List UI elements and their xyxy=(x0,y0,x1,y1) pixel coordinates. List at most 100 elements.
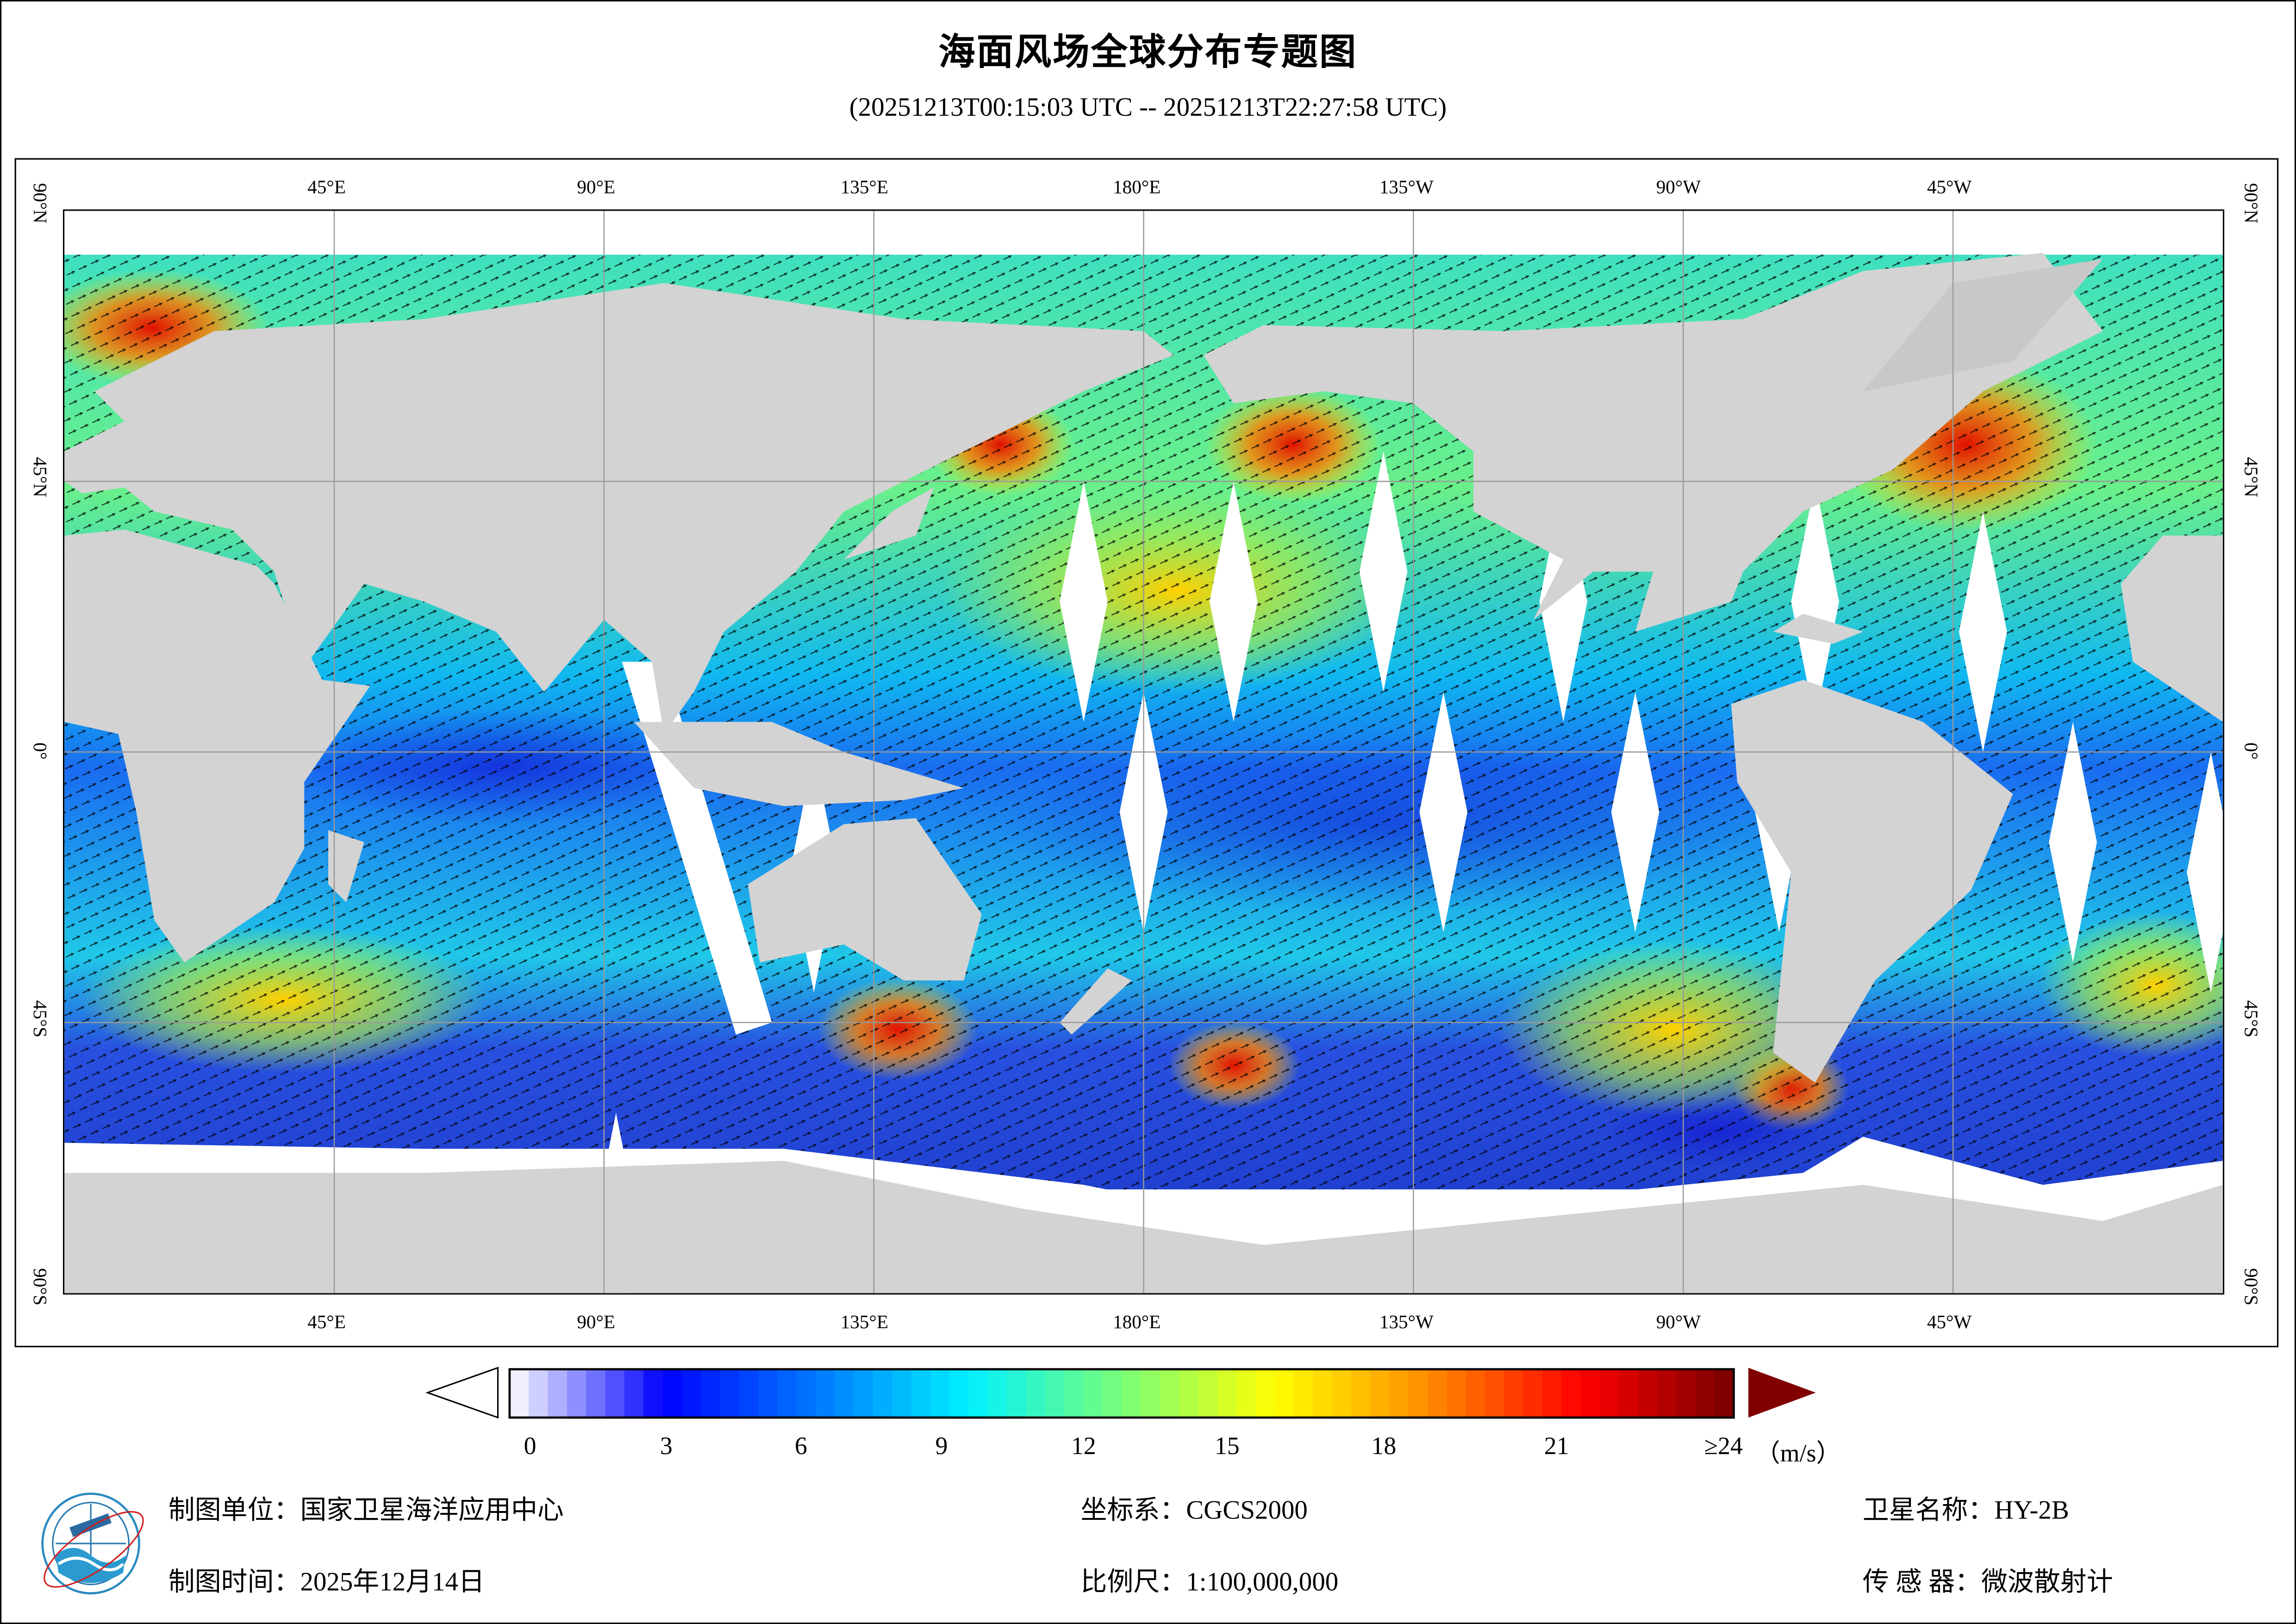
colorbar-tick: ≥24 xyxy=(1704,1432,1743,1460)
lon-label-top: 135°E xyxy=(840,175,888,198)
colorbar-step xyxy=(720,1369,740,1418)
lat-label-left: 90°S xyxy=(29,1268,51,1305)
colorbar-step xyxy=(1523,1369,1543,1418)
colorbar-step xyxy=(1715,1369,1734,1418)
land-eurasia xyxy=(64,283,1174,734)
colorbar-step xyxy=(1026,1369,1046,1418)
colorbar-step xyxy=(796,1369,817,1418)
colorbar-step xyxy=(529,1369,549,1418)
colorbar-step xyxy=(1102,1369,1123,1418)
lon-label-top: 180°E xyxy=(1113,175,1161,198)
colorbar-step xyxy=(892,1369,912,1418)
mapping-unit: 制图单位：国家卫星海洋应用中心 xyxy=(168,1495,564,1524)
land-madagascar xyxy=(328,830,364,903)
colorbar-step xyxy=(1007,1369,1027,1418)
coordinate-system: 坐标系：CGCS2000 xyxy=(1080,1495,1308,1524)
colorbar-step xyxy=(1255,1369,1276,1418)
colorbar-step xyxy=(854,1369,874,1418)
land-south-america xyxy=(1731,680,2013,1083)
colorbar-step xyxy=(662,1369,683,1418)
colorbar-unit: （m/s） xyxy=(1755,1439,1841,1468)
colorbar-step xyxy=(1695,1369,1716,1418)
colorbar-step xyxy=(1045,1369,1065,1418)
colorbar-outline xyxy=(508,1368,1735,1419)
colorbar-step xyxy=(873,1369,893,1418)
land-africa xyxy=(2121,535,2223,722)
colorbar-step xyxy=(605,1369,625,1418)
colorbar-step xyxy=(739,1369,759,1418)
land-australia xyxy=(748,818,982,981)
satellite-name: 卫星名称：HY-2B xyxy=(1862,1495,2069,1524)
colorbar-step xyxy=(1351,1369,1371,1418)
colorbar-tick: 0 xyxy=(524,1432,537,1460)
graticule xyxy=(64,211,2223,1293)
colorbar-step xyxy=(1332,1369,1352,1418)
colorbar-step xyxy=(835,1369,855,1418)
colorbar-step xyxy=(1504,1369,1524,1418)
colorbar-step xyxy=(1428,1369,1448,1418)
land-caribbean xyxy=(1773,613,1863,644)
colorbar-step xyxy=(643,1369,663,1418)
colorbar-step xyxy=(777,1369,798,1418)
colorbar-tick: 18 xyxy=(1371,1432,1397,1460)
lat-label-left: 45°S xyxy=(29,1000,51,1038)
land-greenland xyxy=(1863,259,2103,392)
colorbar-tick: 9 xyxy=(935,1432,948,1460)
colorbar-high-extend-arrow xyxy=(1748,1368,1816,1418)
colorbar-step xyxy=(1293,1369,1314,1418)
colorbar-step xyxy=(509,1369,530,1418)
sensor-name: 传 感 器：微波散射计 xyxy=(1862,1567,2113,1596)
colorbar-step xyxy=(968,1369,989,1418)
lat-label-left: 0° xyxy=(29,742,51,760)
colorbar-step xyxy=(1485,1369,1505,1418)
lon-label-bottom: 45°E xyxy=(307,1311,346,1333)
land-africa xyxy=(64,529,370,962)
land-north-america xyxy=(1204,253,2103,632)
no-data-swath-gap xyxy=(1959,511,2007,752)
lon-label-bottom: 90°E xyxy=(577,1311,616,1333)
colorbar-step xyxy=(1236,1369,1256,1418)
colorbar-step xyxy=(930,1369,950,1418)
lon-label-bottom: 135°E xyxy=(840,1311,888,1333)
no-data-swath-gap xyxy=(1210,481,1258,722)
lon-label-top: 45°E xyxy=(307,175,346,198)
colorbar-step xyxy=(1179,1369,1199,1418)
colorbar-step xyxy=(1389,1369,1410,1418)
colorbar-step xyxy=(815,1369,836,1418)
lon-label-bottom: 180°E xyxy=(1113,1311,1161,1333)
colorbar-step xyxy=(1083,1369,1104,1418)
colorbar-step xyxy=(1141,1369,1161,1418)
lat-label-right: 45°N xyxy=(2240,456,2263,498)
lat-label-left: 45°N xyxy=(29,456,51,498)
colorbar-tick: 21 xyxy=(1544,1432,1569,1460)
colorbar-step xyxy=(1122,1369,1142,1418)
colorbar-steps xyxy=(509,1369,1734,1418)
lon-label-bottom: 135°W xyxy=(1379,1311,1434,1333)
colorbar-step xyxy=(586,1369,606,1418)
colorbar-step xyxy=(1198,1369,1218,1418)
colorbar-step xyxy=(987,1369,1008,1418)
page-title: 海面风场全球分布专题图 xyxy=(938,31,1358,74)
colorbar-step xyxy=(1408,1369,1429,1418)
no-data-swath-gap xyxy=(622,662,772,1035)
lon-label-bottom: 90°W xyxy=(1656,1311,1701,1333)
land-maritime-continent xyxy=(634,722,964,806)
colorbar-step xyxy=(1274,1369,1295,1418)
lon-label-top: 90°W xyxy=(1656,175,1701,198)
lon-label-top: 90°E xyxy=(577,175,616,198)
lon-label-top: 135°W xyxy=(1379,175,1434,198)
colorbar-step xyxy=(1580,1369,1601,1418)
colorbar-low-extend-arrow xyxy=(425,1367,499,1419)
land-japan xyxy=(843,487,934,560)
colorbar-step xyxy=(1160,1369,1180,1418)
lon-label-top: 45°W xyxy=(1927,175,1972,198)
colorbar-step xyxy=(1657,1369,1677,1418)
colorbar-step xyxy=(1676,1369,1697,1418)
colorbar-step xyxy=(758,1369,778,1418)
colorbar-step xyxy=(1217,1369,1237,1418)
lat-label-right: 45°S xyxy=(2240,1000,2263,1038)
lat-label-right: 0° xyxy=(2240,742,2263,760)
map-frame xyxy=(14,158,2279,1348)
